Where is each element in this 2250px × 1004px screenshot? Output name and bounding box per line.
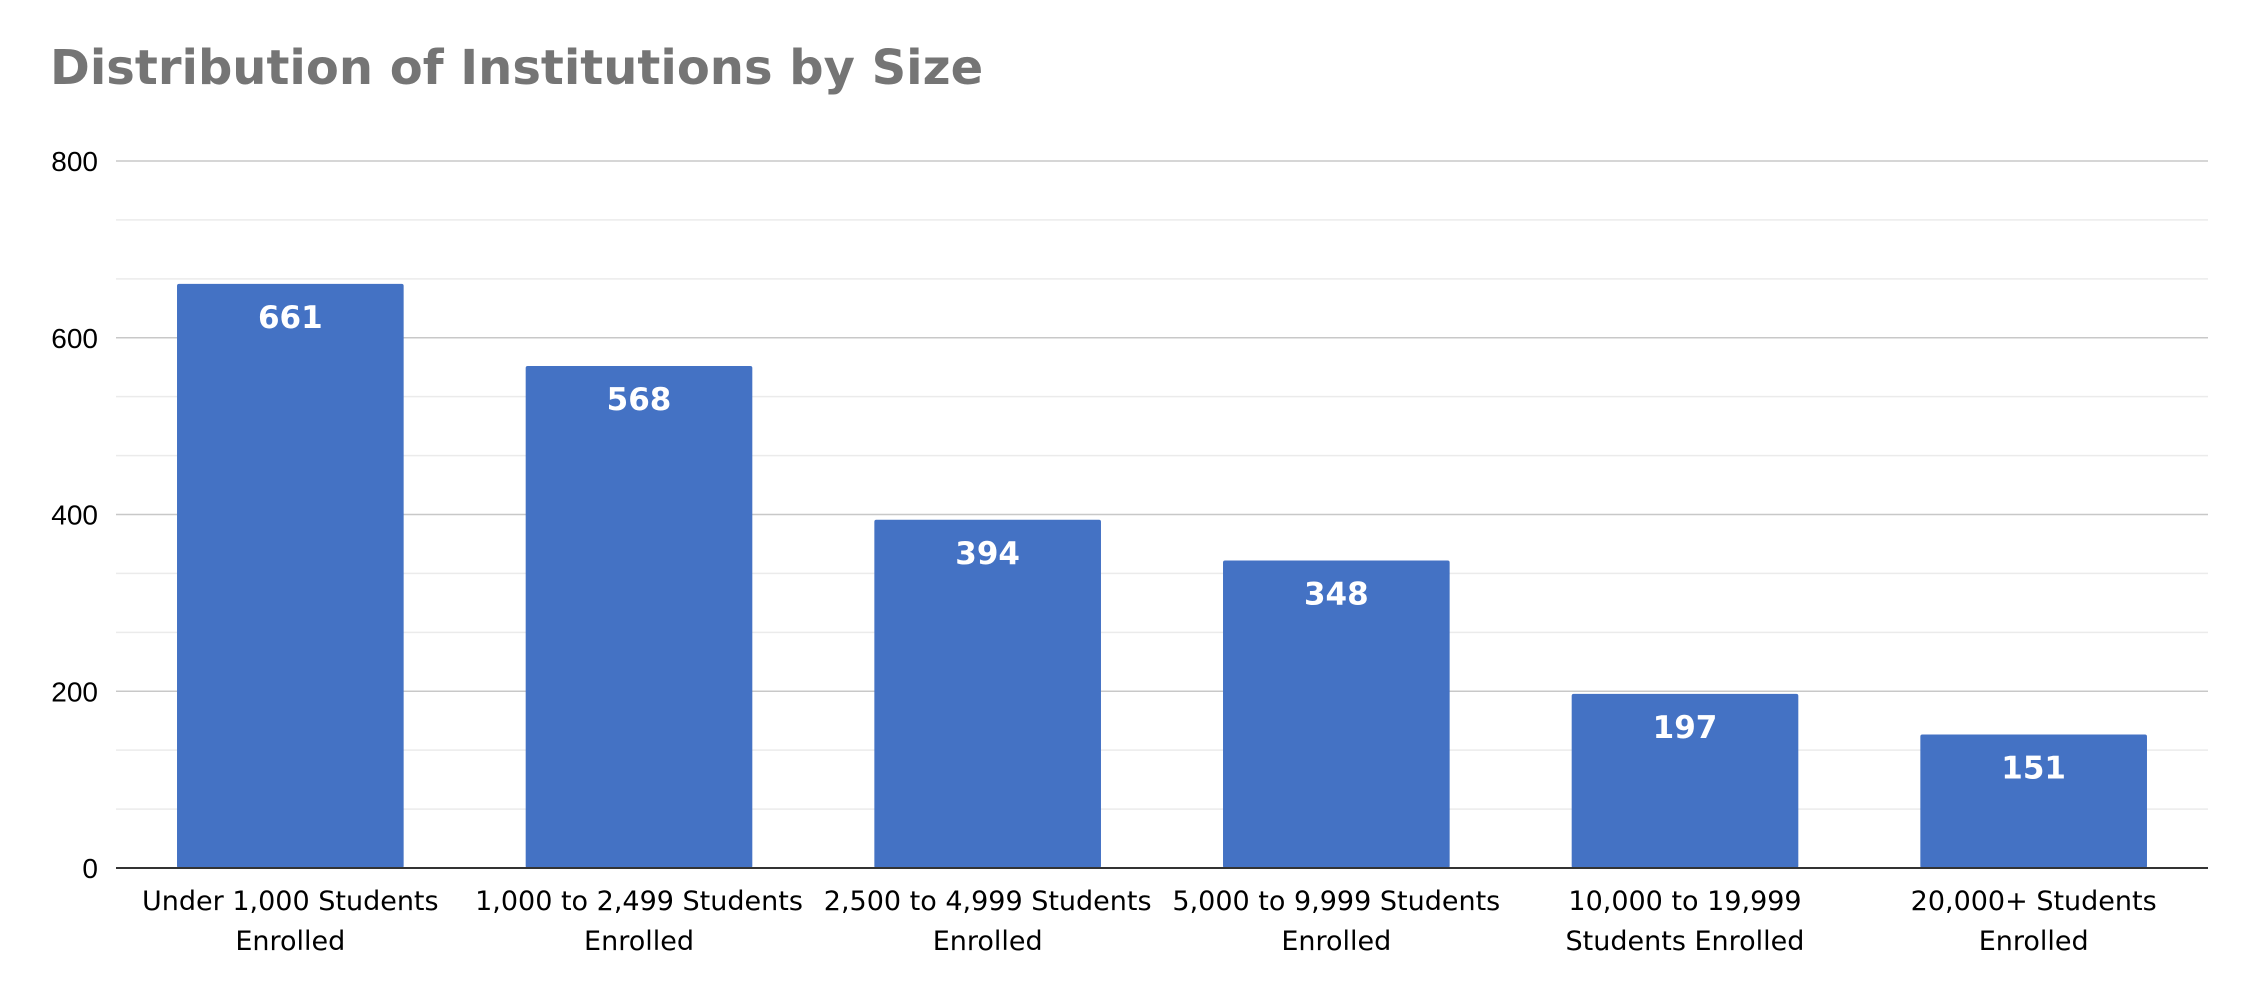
bars — [177, 283, 2147, 868]
bar — [177, 283, 404, 868]
chart-title: Distribution of Institutions by Size — [50, 40, 984, 96]
x-tick-label: 5,000 to 9,999 Students Enrolled — [1172, 886, 1500, 957]
bar — [1571, 693, 1799, 868]
y-tick-label: 400 — [51, 500, 98, 531]
y-axis: 0 200 400 600 800 — [51, 146, 98, 884]
x-tick-label-line: Under 1,000 Students — [142, 886, 439, 917]
bar — [874, 519, 1101, 868]
data-label: 568 — [607, 382, 672, 418]
y-tick-label: 0 — [82, 853, 98, 884]
data-labels: 661 568 394 348 197 151 — [258, 300, 2066, 787]
x-tick-label-line: Enrolled — [1979, 926, 2089, 957]
bar — [1920, 734, 2147, 868]
gridlines — [116, 160, 2208, 810]
data-label: 394 — [955, 536, 1020, 572]
x-tick-label-line: 20,000+ Students — [1911, 886, 2157, 917]
x-tick-label: Under 1,000 Students Enrolled — [142, 886, 439, 957]
x-tick-label-line: Enrolled — [235, 926, 345, 957]
x-tick-label-line: Enrolled — [933, 926, 1043, 957]
x-tick-label: 2,500 to 4,999 Students Enrolled — [824, 886, 1152, 957]
data-label: 661 — [258, 300, 323, 336]
x-tick-label-line: 5,000 to 9,999 Students — [1172, 886, 1500, 917]
x-tick-label-line: 2,500 to 4,999 Students — [824, 886, 1152, 917]
data-label: 348 — [1304, 576, 1369, 612]
x-tick-label: 10,000 to 19,999 Students Enrolled — [1566, 886, 1805, 957]
y-tick-label: 800 — [51, 146, 98, 177]
x-tick-label: 20,000+ Students Enrolled — [1911, 886, 2157, 957]
bar — [525, 366, 753, 868]
x-tick-label-line: 10,000 to 19,999 — [1568, 886, 1801, 917]
y-tick-label: 600 — [51, 323, 98, 354]
x-tick-label: 1,000 to 2,499 Students Enrolled — [475, 886, 803, 957]
x-tick-label-line: Students Enrolled — [1566, 926, 1805, 957]
y-tick-label: 200 — [51, 676, 98, 707]
data-label: 197 — [1653, 710, 1718, 746]
data-label: 151 — [2001, 751, 2066, 787]
x-tick-label-line: Enrolled — [1281, 926, 1391, 957]
x-tick-label-line: 1,000 to 2,499 Students — [475, 886, 803, 917]
x-tick-label-line: Enrolled — [584, 926, 694, 957]
bar — [1223, 560, 1450, 868]
